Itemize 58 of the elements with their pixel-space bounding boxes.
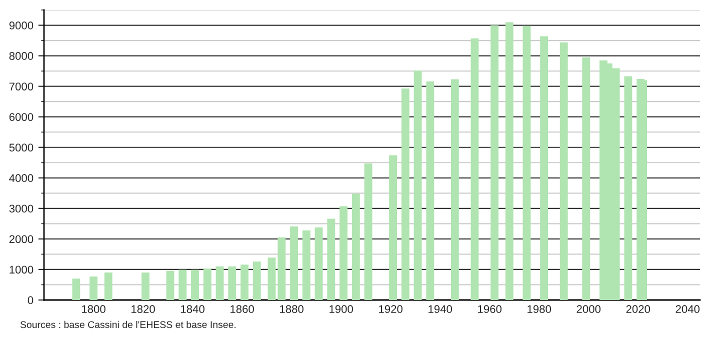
x-tick-label: 1800	[82, 305, 106, 314]
bar	[90, 276, 98, 300]
x-tick-label: 1840	[181, 305, 204, 314]
bar	[450, 79, 459, 300]
bar	[268, 258, 276, 300]
bar	[364, 164, 372, 300]
y-tick-label: 4000	[9, 174, 34, 182]
source-note: Sources : base Cassini de l'EHESS et base Insee.	[20, 320, 236, 328]
y-tick-label: 6000	[9, 113, 34, 121]
x-tick-label: 1880	[280, 305, 304, 314]
bar	[340, 206, 348, 300]
bar	[72, 278, 80, 300]
bar	[216, 266, 224, 300]
y-tick-label: 3000	[9, 204, 34, 213]
x-tick-label: 1940	[428, 305, 452, 314]
bar	[314, 227, 323, 300]
bar	[401, 88, 410, 300]
bar	[252, 262, 261, 300]
bar	[490, 25, 498, 300]
bar	[470, 38, 479, 300]
bar	[522, 26, 531, 300]
bar	[203, 268, 212, 300]
x-tick-label: 1920	[379, 305, 402, 314]
y-tick-label: 1000	[10, 266, 34, 274]
y-tick-label: 8000	[9, 52, 34, 60]
bar	[505, 22, 514, 300]
y-tick-label: 7000	[9, 82, 34, 90]
x-tick-label: 2040	[676, 305, 700, 314]
bar	[414, 70, 422, 300]
x-tick-label: 1900	[330, 305, 353, 314]
bar	[624, 76, 632, 300]
y-tick-label: 9000	[9, 22, 34, 30]
x-tick-label: 1820	[132, 305, 155, 314]
x-tick-label: 2020	[626, 305, 650, 314]
x-tick-label: 1960	[478, 305, 502, 314]
x-tick-label: 1860	[230, 305, 254, 314]
bar	[560, 42, 568, 300]
bar	[228, 266, 236, 300]
bar	[191, 270, 199, 300]
bar	[104, 272, 112, 300]
bar	[240, 264, 248, 300]
bar	[302, 230, 310, 300]
bar	[178, 270, 187, 300]
bar	[290, 226, 298, 300]
x-tick-label: 1980	[528, 305, 552, 314]
y-tick-label: 0	[28, 296, 34, 304]
bar	[352, 194, 360, 300]
x-tick-label: 2000	[576, 305, 601, 314]
bar	[166, 270, 174, 300]
bar	[582, 57, 590, 300]
bar	[142, 272, 150, 300]
y-tick-label: 5000	[9, 144, 34, 152]
y-tick-label: 2000	[9, 235, 34, 244]
bar	[278, 237, 286, 300]
bar	[540, 36, 548, 300]
bar	[327, 218, 336, 300]
bar	[389, 155, 397, 300]
bar	[426, 81, 434, 300]
